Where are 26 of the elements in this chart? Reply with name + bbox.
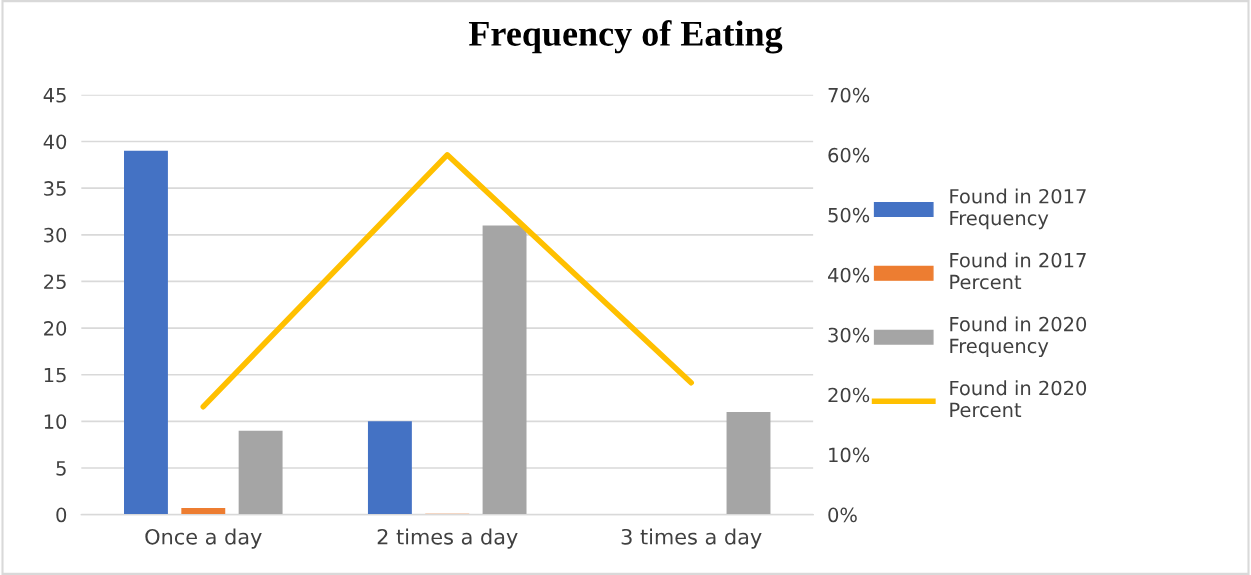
y2-tick-label: 40% (827, 267, 870, 283)
y-tick-label: 15 (44, 367, 66, 383)
y-tick-label: 0 (56, 507, 67, 523)
y2-tick-label: 70% (828, 87, 870, 103)
y-tick-label: 35 (44, 181, 66, 196)
legend-label: Found in 2017 Percent (950, 252, 1086, 290)
y2-tick-label: 50% (828, 207, 870, 223)
y-tick-label: 45 (43, 88, 66, 103)
y2-tick-label: 20% (828, 387, 870, 403)
y-tick-label: 20 (44, 321, 67, 336)
y2-tick-label: 0% (828, 507, 857, 523)
x-tick-label: 2 times a day (377, 528, 518, 549)
chart-title: Frequency of Eating (468, 20, 783, 54)
y2-tick-label: 10% (829, 447, 870, 463)
y2-tick-label: 30% (828, 327, 870, 343)
y-tick-label: 5 (56, 461, 66, 476)
legend-label: Found in 2020 Percent (950, 380, 1087, 418)
legend-label: Found in 2020 Frequency (950, 316, 1087, 358)
y-tick-label: 10 (44, 414, 67, 430)
x-tick-label: Once a day (145, 528, 262, 549)
y2-tick-label: 60% (828, 147, 870, 163)
y-tick-label: 30 (44, 227, 67, 243)
y-tick-label: 40 (43, 134, 67, 150)
legend-label: Found in 2017 Frequency (950, 188, 1086, 230)
y-tick-label: 25 (44, 274, 66, 290)
x-tick-label: 3 times a day (621, 528, 762, 549)
